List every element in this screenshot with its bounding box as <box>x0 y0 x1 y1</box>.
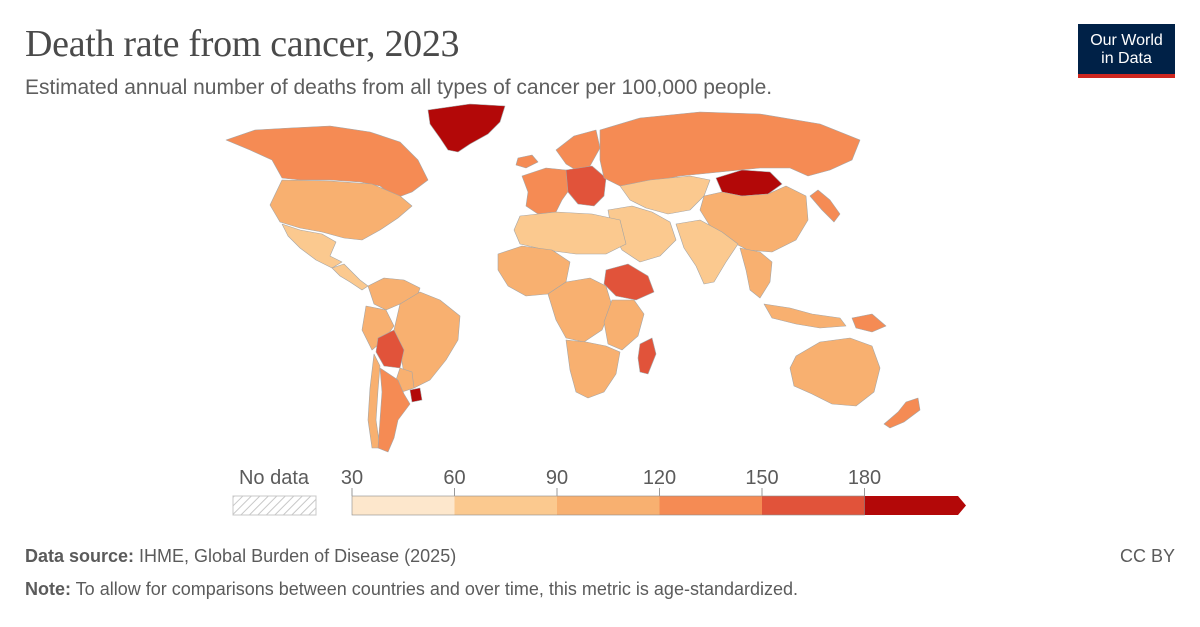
region-japan-korea[interactable] <box>809 189 841 223</box>
legend-bin-6 <box>864 496 966 515</box>
logo-line-1: Our World <box>1090 32 1163 49</box>
region-western-europe[interactable] <box>521 167 573 215</box>
legend-tick-label-120: 120 <box>643 467 676 489</box>
region-southern-africa[interactable] <box>565 339 621 399</box>
region-canada[interactable] <box>225 125 429 199</box>
data-source-text: IHME, Global Burden of Disease (2025) <box>134 546 457 566</box>
region-east-africa[interactable] <box>603 299 645 351</box>
legend-bin-4 <box>659 496 762 515</box>
region-indonesia[interactable] <box>763 303 847 329</box>
legend-bin-1 <box>352 496 455 515</box>
region-new-zealand[interactable] <box>883 397 921 429</box>
legend-bin-5 <box>762 496 865 515</box>
region-nordic[interactable] <box>555 129 601 171</box>
no-data-label: No data <box>239 467 310 489</box>
region-north-africa[interactable] <box>513 211 627 255</box>
legend-tick-label-90: 90 <box>546 467 568 489</box>
license-link[interactable]: CC BY <box>1119 546 1175 566</box>
legend-tick-label-180: 180 <box>848 467 881 489</box>
region-australia[interactable] <box>789 337 881 407</box>
region-argentina[interactable] <box>377 367 411 453</box>
chart-title: Death rate from cancer, 2023 <box>25 23 460 65</box>
legend-outline <box>351 495 865 516</box>
region-southeast-asia[interactable] <box>739 247 773 299</box>
map-legend: No data 30 60 90 120 150 180 <box>232 467 966 516</box>
region-central-europe[interactable] <box>565 165 607 207</box>
legend-bin-2 <box>454 496 557 515</box>
chart-note: Note: To allow for comparisons between c… <box>25 579 798 600</box>
region-papua-new-guinea[interactable] <box>851 313 887 333</box>
region-united-states[interactable] <box>269 179 413 241</box>
owid-logo[interactable]: Our World in Data <box>1078 24 1175 78</box>
chart-subtitle: Estimated annual number of deaths from a… <box>25 76 773 99</box>
region-south-asia[interactable] <box>675 219 739 285</box>
data-source: Data source: IHME, Global Burden of Dise… <box>25 546 456 567</box>
logo-line-2: in Data <box>1101 50 1152 67</box>
region-greenland[interactable] <box>427 103 506 153</box>
region-madagascar[interactable] <box>637 337 657 375</box>
region-russia[interactable] <box>599 111 861 187</box>
no-data-swatch <box>232 495 317 516</box>
region-mexico[interactable] <box>281 223 343 269</box>
legend-bin-3 <box>557 496 660 515</box>
data-source-label: Data source: <box>25 546 135 566</box>
legend-tick-label-150: 150 <box>745 467 778 489</box>
legend-tick-label-60: 60 <box>443 467 465 489</box>
map-regions <box>225 103 921 453</box>
note-label: Note: <box>25 579 71 599</box>
region-chile[interactable] <box>367 353 381 449</box>
region-iceland[interactable] <box>515 154 539 169</box>
region-uruguay[interactable] <box>409 387 423 403</box>
region-central-america[interactable] <box>331 263 369 291</box>
region-central-asia[interactable] <box>619 175 711 215</box>
note-text: To allow for comparisons between countri… <box>71 579 799 599</box>
legend-tick-label-30: 30 <box>341 467 363 489</box>
region-ethiopia-horn[interactable] <box>603 263 655 301</box>
region-central-africa[interactable] <box>547 277 613 343</box>
